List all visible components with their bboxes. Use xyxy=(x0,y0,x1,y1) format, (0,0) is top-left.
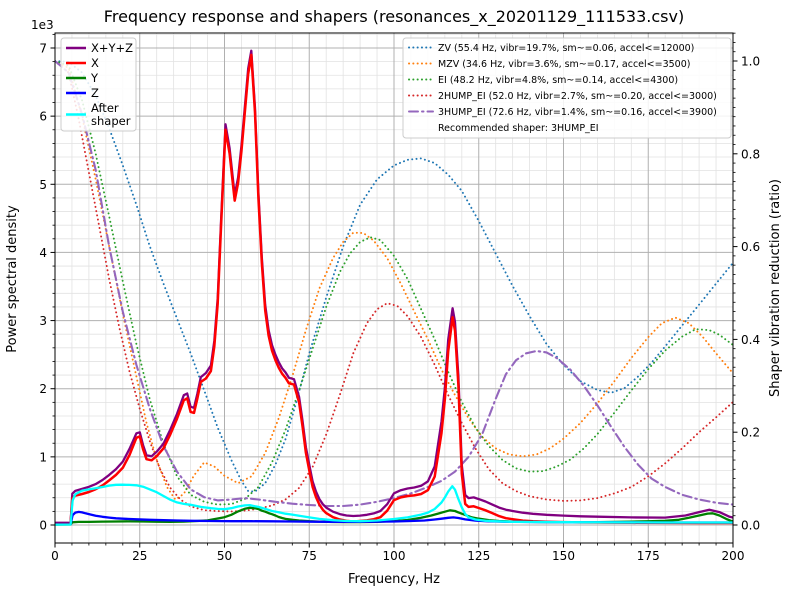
x-tick-label: 200 xyxy=(722,549,745,563)
x-tick-label: 25 xyxy=(132,549,147,563)
legend-entry-3HUMP_EI: 3HUMP_EI (72.6 Hz, vibr=1.4%, sm~=0.16, … xyxy=(438,107,717,118)
y-right-tick-label: 0.4 xyxy=(741,333,760,347)
legend-entry-2HUMP_EI: 2HUMP_EI (52.0 Hz, vibr=2.7%, sm~=0.20, … xyxy=(438,91,717,102)
left-axis-label: Power spectral density xyxy=(5,205,20,353)
legend-entry-After-shaper: shaper xyxy=(91,114,131,128)
x-tick-label: 100 xyxy=(383,549,406,563)
series-2HUMP_EI-line xyxy=(55,60,733,513)
y-left-tick-label: 5 xyxy=(39,178,47,192)
right-axis-label: Shaper vibration reduction (ratio) xyxy=(768,179,783,397)
y-left-tick-label: 3 xyxy=(39,314,47,328)
legend-entry-MZV: MZV (34.6 Hz, vibr=3.6%, sm~=0.17, accel… xyxy=(438,59,690,70)
x-tick-label: 75 xyxy=(302,549,317,563)
y-right-tick-label: 1.0 xyxy=(741,55,760,69)
y-left-tick-label: 2 xyxy=(39,382,47,396)
legend-psd-box xyxy=(60,37,137,132)
axis-tick-labels: 0 25 50 75 100 125 150 175 200 0 1 2 3 4 5 6 7 0.0 0.2 0.4 0… xyxy=(39,42,760,564)
x-tick-label: 150 xyxy=(552,549,575,563)
legend-entry-X: X xyxy=(91,56,99,70)
left-axis-multiplier: 1e3 xyxy=(31,18,54,32)
legend-recommended-shaper: Recommended shaper: 3HUMP_EI xyxy=(438,123,599,134)
legend-entry-Y: Y xyxy=(90,71,99,85)
legend-shapers: ZV (55.4 Hz, vibr=19.7%, sm~=0.06, accel… xyxy=(402,37,732,139)
legend-shapers-box xyxy=(402,37,732,139)
plot-curves xyxy=(55,49,733,526)
y-left-tick-label: 7 xyxy=(39,42,47,56)
series-Z-line xyxy=(55,510,733,526)
x-tick-label: 175 xyxy=(637,549,660,563)
y-right-tick-label: 0.2 xyxy=(741,426,760,440)
series-ZV-line xyxy=(55,60,733,493)
y-left-tick-label: 6 xyxy=(39,110,47,124)
x-tick-label: 125 xyxy=(467,549,490,563)
legend-entry-X+Y+Z: X+Y+Z xyxy=(91,41,133,55)
series-X-line xyxy=(55,53,733,526)
y-left-tick-label: 1 xyxy=(39,450,47,464)
y-right-tick-label: 0.6 xyxy=(741,240,760,254)
y-left-tick-label: 0 xyxy=(39,519,47,533)
x-tick-label: 50 xyxy=(217,549,232,563)
y-left-tick-label: 4 xyxy=(39,246,47,260)
legend-entry-EI: EI (48.2 Hz, vibr=4.8%, sm~=0.14, accel<… xyxy=(438,75,678,86)
series-After-shaper-line xyxy=(55,483,733,526)
chart-title: Frequency response and shapers (resonanc… xyxy=(104,7,684,27)
legend-entry-After-shaper: After xyxy=(91,101,119,115)
axis-ticks xyxy=(50,32,738,548)
x-tick-label: 0 xyxy=(51,549,59,563)
y-right-tick-label: 0.0 xyxy=(741,519,760,533)
legend-entry-ZV: ZV (55.4 Hz, vibr=19.7%, sm~=0.06, accel… xyxy=(438,43,694,54)
x-axis-label: Frequency, Hz xyxy=(348,572,440,587)
y-right-tick-label: 0.8 xyxy=(741,147,760,161)
legend-entry-Z: Z xyxy=(91,86,99,100)
